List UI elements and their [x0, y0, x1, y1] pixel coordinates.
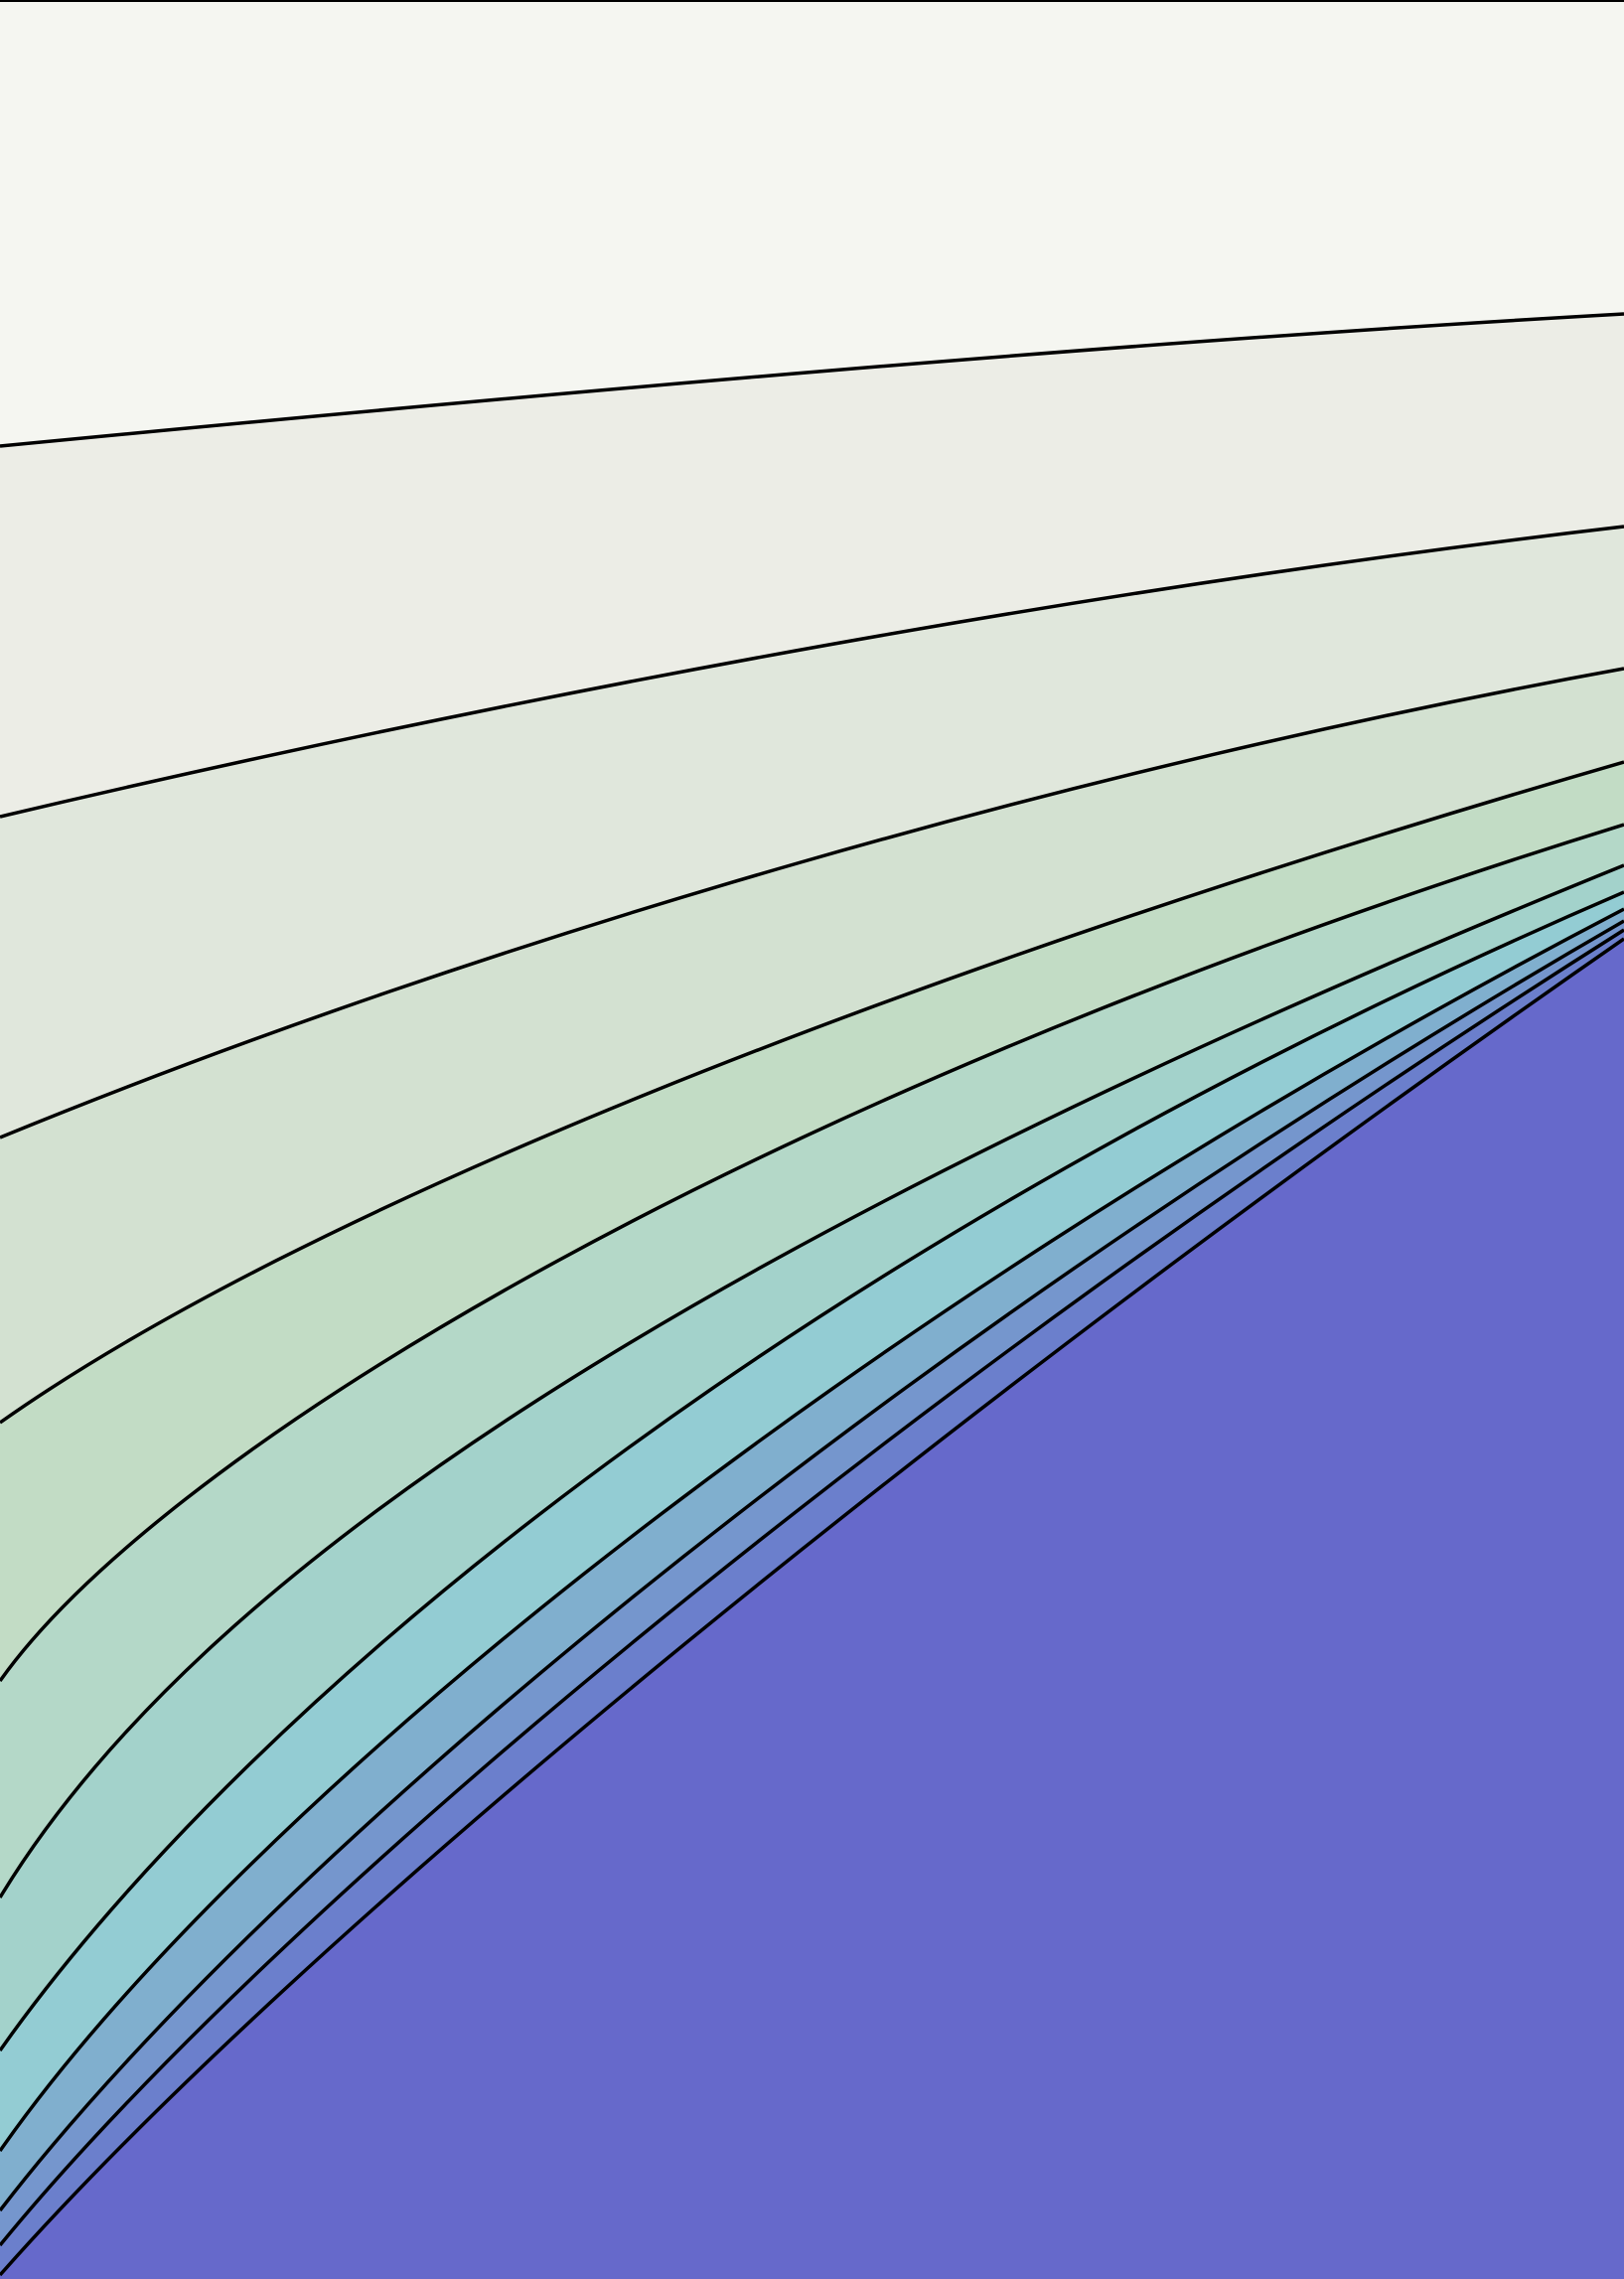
contour-line-7 — [0, 890, 1624, 2052]
contour-line-4 — [0, 760, 1624, 1425]
band-12 — [0, 939, 1624, 2279]
contour-line-6 — [0, 863, 1624, 1899]
contour-line-8 — [0, 907, 1624, 2153]
contour-line-10 — [0, 928, 1624, 2247]
contour-line-11 — [0, 937, 1624, 2277]
contour-lines — [0, 312, 1624, 2277]
contour-line-5 — [0, 823, 1624, 1683]
contour-line-2 — [0, 525, 1624, 819]
contour-line-9 — [0, 919, 1624, 2212]
contour-line-3 — [0, 667, 1624, 1140]
contour-line-1 — [0, 312, 1624, 448]
